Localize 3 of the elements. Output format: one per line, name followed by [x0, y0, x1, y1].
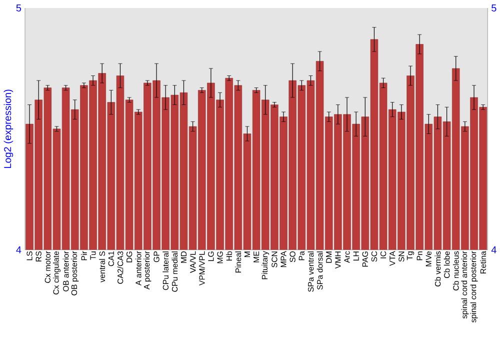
y-axis-title: Log2 (expression): [4, 90, 14, 168]
y2-tick-label: 4: [491, 246, 496, 254]
y2-tick-label: 5: [492, 4, 496, 12]
